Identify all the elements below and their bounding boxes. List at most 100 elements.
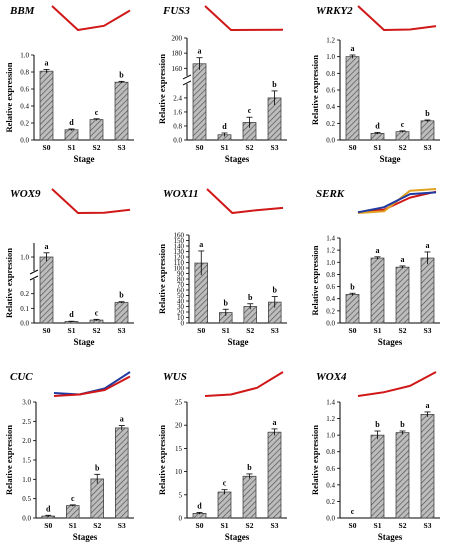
gene-title: CUC <box>10 371 33 383</box>
y-tick-label: 0.4 <box>326 295 335 303</box>
bar <box>90 478 104 519</box>
y-tick-label: 10 <box>175 468 183 476</box>
bar <box>420 257 435 324</box>
y-tick-label: 3.0 <box>22 399 31 407</box>
significance-label: b <box>272 80 277 89</box>
y-tick-label: 50 <box>177 292 185 300</box>
y-tick-label: 0.2 <box>20 120 29 128</box>
y-tick-label: 160 <box>174 232 185 240</box>
x-axis-label: Stages <box>225 532 250 542</box>
y-tick-label: 120 <box>174 254 185 262</box>
y-tick-label: 2.4 <box>173 94 182 102</box>
significance-label: a <box>426 401 430 410</box>
trend-line-blue <box>357 191 437 214</box>
y-tick-label: 0.6 <box>326 465 335 473</box>
x-tick-label: S1 <box>68 143 76 152</box>
x-tick-label: S2 <box>399 521 407 530</box>
y-tick-label: 15 <box>175 445 183 453</box>
y-tick-label: 0.0 <box>20 137 29 145</box>
y-tick-label: 5 <box>179 491 183 499</box>
bar <box>39 256 54 324</box>
y-tick-label: 0.4 <box>326 103 335 111</box>
significance-label: b <box>350 282 355 291</box>
chart-svg: BBM 0.0 0.2 0.4 0.6 0.8 1.0 Relative expression… <box>4 5 134 164</box>
chart-svg: CUC 0.0 0.5 1.0 1.5 2.0 2.5 3.0 Relative express… <box>4 371 134 542</box>
significance-label: b <box>425 109 430 118</box>
y-axis-label: Relative expression <box>157 425 167 495</box>
y-tick-label: 10 <box>177 314 185 322</box>
y-axis-label: Relative expression <box>4 425 14 495</box>
x-tick-label: S1 <box>68 326 76 335</box>
chart-panel-wox9: WOX9 0.0 0.1 0.2 1.0 Relative expression a S0 d S… <box>0 183 153 366</box>
x-axis-label: Stages <box>225 154 250 164</box>
x-tick-label: S0 <box>44 521 52 530</box>
x-tick-label: S0 <box>43 326 51 335</box>
y-tick-label: 80 <box>177 276 185 284</box>
significance-label: b <box>375 420 380 429</box>
y-tick-label: 200 <box>172 35 183 43</box>
x-tick-label: S0 <box>349 143 357 152</box>
trend-line-red <box>204 371 284 397</box>
y-tick-label: 130 <box>174 248 185 256</box>
y-tick-label: 0.6 <box>326 87 335 95</box>
bar <box>370 132 385 141</box>
significance-label: a <box>426 241 430 250</box>
y-axis-label: Relative expression <box>4 248 14 318</box>
y-tick-label: 0.5 <box>22 495 31 503</box>
significance-label: d <box>46 504 51 513</box>
y-tick-label: 40 <box>177 298 185 306</box>
x-axis-label: Stages <box>378 337 403 347</box>
x-tick-label: S1 <box>221 143 229 152</box>
trend-line-red <box>357 371 437 397</box>
x-tick-label: S3 <box>118 521 126 530</box>
gene-title: WRKY2 <box>316 5 353 17</box>
trend-line-red <box>51 188 131 214</box>
y-tick-label: 160 <box>172 65 183 73</box>
x-tick-label: S1 <box>374 521 382 530</box>
y-tick-label: 25 <box>175 399 183 407</box>
chart-svg: WOX4 0.0 0.2 0.4 0.6 0.8 1.0 1.2 1.4 Relative exp… <box>310 371 440 542</box>
axis-break-mark <box>182 74 192 80</box>
significance-label: c <box>248 106 252 115</box>
significance-label: a <box>120 415 124 424</box>
bar <box>395 432 410 519</box>
x-axis-label: Stage <box>74 337 95 347</box>
x-tick-label: S3 <box>118 326 126 335</box>
y-tick-label: 0.2 <box>326 307 335 315</box>
x-tick-label: S3 <box>271 326 279 335</box>
y-tick-label: 1.2 <box>326 247 335 255</box>
bar <box>395 131 410 141</box>
significance-label: a <box>401 255 405 264</box>
bar <box>395 266 410 324</box>
bar <box>345 294 360 324</box>
x-tick-label: S1 <box>221 521 229 530</box>
y-tick-label: 2.0 <box>22 437 31 445</box>
y-tick-label: 1.4 <box>326 235 335 243</box>
bar <box>192 63 207 141</box>
y-axis-label: Relative expression <box>310 245 320 315</box>
x-tick-label: S0 <box>349 521 357 530</box>
significance-label: b <box>248 293 253 302</box>
x-tick-label: S3 <box>271 521 279 530</box>
significance-label: c <box>351 507 355 516</box>
y-axis-label: Relative expression <box>157 244 167 314</box>
bar <box>345 56 360 141</box>
chart-panel-serk: SERK 0.0 0.2 0.4 0.6 0.8 1.0 1.2 1.4 Relative exp… <box>306 183 459 366</box>
chart-panel-wox11: WOX11 0 10 20 30 40 50 60 70 80 90 100 110 120 130 140 1… <box>153 183 306 366</box>
chart-panel-cuc: CUC 0.0 0.5 1.0 1.5 2.0 2.5 3.0 Relative express… <box>0 366 153 549</box>
gene-title: FUS3 <box>162 5 190 17</box>
y-tick-label: 90 <box>177 270 185 278</box>
x-axis-label: Stage <box>380 154 401 164</box>
trend-line-red <box>53 375 131 397</box>
significance-label: c <box>401 120 405 129</box>
significance-label: d <box>197 501 202 510</box>
bar <box>217 491 232 519</box>
y-tick-label: 0.6 <box>20 86 29 94</box>
y-tick-label: 1.0 <box>326 259 335 267</box>
x-tick-label: S1 <box>374 326 382 335</box>
significance-label: a <box>199 240 203 249</box>
gene-title: WOX4 <box>316 371 347 383</box>
y-tick-label: 150 <box>174 237 185 245</box>
x-tick-label: S3 <box>118 143 126 152</box>
x-tick-label: S2 <box>399 326 407 335</box>
